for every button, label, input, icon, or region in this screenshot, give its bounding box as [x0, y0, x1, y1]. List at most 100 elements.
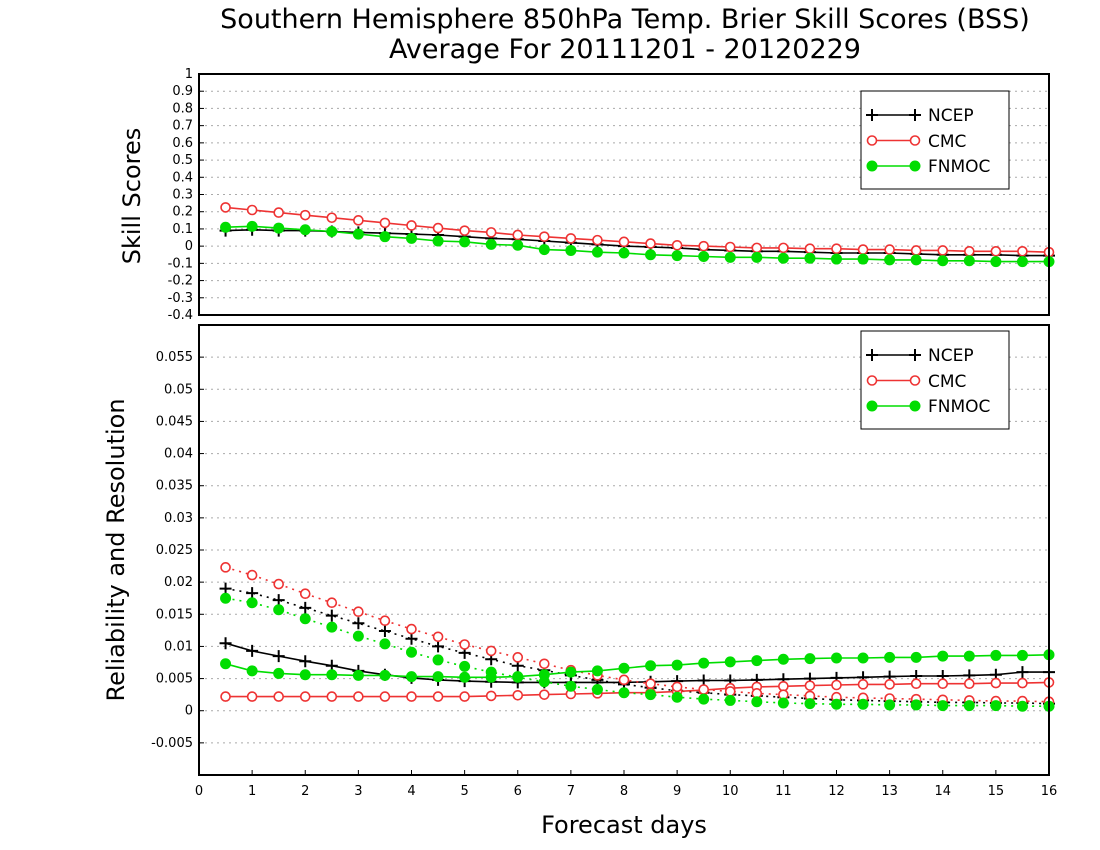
- reliability-y-tick-label: 0.02: [164, 575, 193, 590]
- skill-y-tick-label: 0.6: [172, 136, 193, 151]
- data-point: [671, 250, 683, 262]
- data-point: [645, 678, 656, 690]
- data-point: [990, 246, 1002, 257]
- reliability-y-tick-label: 0.03: [164, 511, 193, 526]
- data-point: [299, 601, 312, 614]
- series-ncep-solid: [219, 637, 1055, 689]
- data-point: [724, 694, 736, 706]
- data-point: [884, 254, 896, 266]
- data-point: [1016, 256, 1028, 268]
- series-fnmoc-solid: [220, 220, 1055, 268]
- data-point: [857, 652, 869, 664]
- data-point: [645, 238, 656, 249]
- data-point: [326, 212, 338, 224]
- data-point: [565, 233, 577, 244]
- data-point: [220, 221, 232, 233]
- chart-subtitle: Average For 20111201 - 20120229: [389, 34, 861, 65]
- data-point: [592, 234, 603, 246]
- data-point: [273, 667, 285, 679]
- data-point: [618, 247, 630, 259]
- data-point: [857, 244, 869, 255]
- data-point: [990, 649, 1002, 661]
- x-tick-label: 8: [620, 784, 628, 799]
- skill-y-tick-label: 0.7: [172, 119, 193, 134]
- data-point: [671, 239, 683, 251]
- data-point: [299, 613, 311, 625]
- data-point: [645, 660, 657, 672]
- data-point: [937, 255, 949, 267]
- data-point: [352, 228, 364, 240]
- data-point: [963, 650, 975, 662]
- data-point: [273, 207, 284, 218]
- data-point: [910, 678, 922, 690]
- data-point: [831, 679, 842, 691]
- data-point: [724, 656, 736, 668]
- data-point: [246, 691, 258, 702]
- x-tick-label: 12: [828, 784, 845, 799]
- data-point: [432, 235, 444, 247]
- data-point: [485, 227, 497, 238]
- data-point: [964, 678, 975, 690]
- chart-title: Southern Hemisphere 850hPa Temp. Brier S…: [220, 4, 1030, 35]
- data-point: [698, 240, 709, 252]
- data-point: [804, 698, 816, 710]
- data-point: [273, 222, 285, 234]
- data-point: [512, 229, 524, 241]
- data-point: [485, 666, 497, 678]
- legend-label-fnmoc: FNMOC: [928, 397, 990, 417]
- data-point: [645, 249, 657, 261]
- data-point: [299, 691, 311, 702]
- data-point: [220, 691, 231, 702]
- reliability-y-axis-label: Reliability and Resolution: [102, 398, 130, 701]
- x-tick-label: 5: [460, 784, 468, 799]
- data-point: [884, 699, 896, 711]
- x-tick-label: 2: [301, 784, 309, 799]
- data-point: [937, 700, 949, 712]
- data-point: [299, 209, 311, 221]
- legend-marker: [909, 375, 921, 386]
- data-point: [778, 242, 789, 254]
- skill-y-tick-label: 0.4: [172, 170, 193, 185]
- data-point: [963, 255, 975, 267]
- skill-y-tick-label: -0.2: [168, 274, 193, 289]
- series-fnmoc-solid: [220, 649, 1055, 683]
- x-tick-label: 7: [567, 784, 575, 799]
- data-point: [512, 652, 524, 663]
- data-point: [459, 671, 471, 683]
- data-point: [273, 578, 284, 590]
- data-point: [990, 256, 1002, 268]
- data-point: [591, 684, 603, 695]
- data-point: [299, 224, 311, 236]
- data-point: [326, 226, 338, 238]
- x-axis-label: Forecast days: [541, 811, 707, 839]
- data-point: [1017, 677, 1028, 689]
- x-tick-label: 11: [775, 784, 792, 799]
- data-point: [246, 587, 259, 600]
- data-point: [512, 689, 524, 701]
- data-point: [406, 232, 417, 244]
- data-point: [220, 562, 231, 573]
- data-point: [857, 253, 869, 265]
- skill-y-tick-label: 0.9: [172, 84, 193, 99]
- series-line: [225, 654, 1050, 679]
- data-point: [220, 592, 232, 604]
- x-tick-label: 6: [514, 784, 522, 799]
- data-point: [405, 632, 418, 645]
- x-tick-label: 4: [407, 784, 415, 799]
- x-tick-label: 13: [881, 784, 898, 799]
- data-point: [1017, 246, 1028, 257]
- data-point: [299, 669, 311, 681]
- data-point: [1016, 666, 1029, 679]
- reliability-y-tick-label: -0.005: [151, 736, 193, 751]
- data-point: [326, 691, 338, 702]
- data-point: [804, 243, 816, 255]
- data-point: [804, 252, 816, 264]
- series-line: [225, 587, 1050, 705]
- legend-marker: [866, 135, 878, 146]
- data-point: [884, 679, 895, 690]
- skill-y-tick-label: -0.4: [168, 308, 193, 323]
- data-point: [777, 653, 789, 665]
- data-point: [698, 657, 710, 669]
- data-point: [910, 699, 922, 711]
- data-point: [379, 691, 391, 702]
